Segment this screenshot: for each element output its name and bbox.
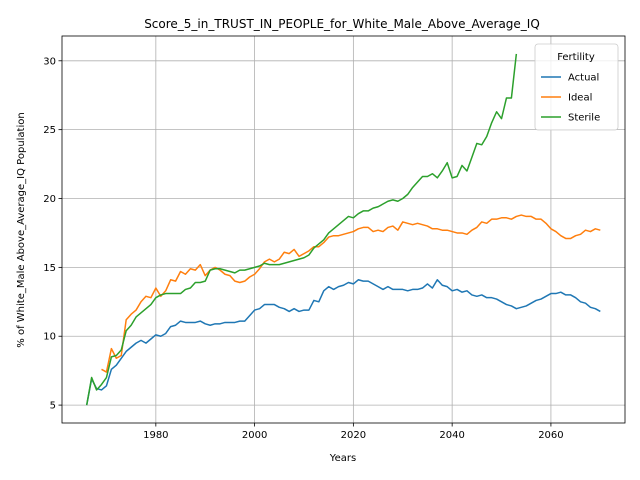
- series-lines: [85, 53, 601, 406]
- y-tick-label: 25: [43, 125, 56, 136]
- legend-label-sterile: Sterile: [568, 113, 600, 124]
- y-axis-label: % of White_Male Above_Average_IQ Populat…: [16, 112, 27, 347]
- x-axis-label: Years: [329, 453, 356, 464]
- x-tick-label: 1980: [143, 430, 168, 441]
- legend-box: [534, 43, 619, 131]
- x-tick-label: 2060: [538, 430, 563, 441]
- series-line-sterile: [85, 53, 518, 406]
- series-line-ideal: [101, 214, 601, 373]
- plot-frame: [61, 35, 626, 424]
- y-tick-label: 10: [43, 332, 56, 343]
- legend-label-actual: Actual: [568, 73, 599, 84]
- legend: Fertility Actual Ideal Sterile: [534, 43, 619, 131]
- axis-ticks: 1980 2000 2020 2040 2060 5 10 15 20 25 30: [43, 56, 563, 441]
- x-tick-label: 2040: [439, 430, 464, 441]
- y-tick-label: 15: [43, 263, 56, 274]
- legend-label-ideal: Ideal: [568, 93, 592, 104]
- x-tick-label: 2020: [341, 430, 366, 441]
- y-tick-label: 30: [43, 56, 56, 67]
- grid: [62, 36, 625, 423]
- y-tick-label: 20: [43, 194, 56, 205]
- x-tick-label: 2000: [242, 430, 267, 441]
- chart-title: Score_5_in_TRUST_IN_PEOPLE_for_White_Mal…: [144, 17, 540, 31]
- series-line-actual: [85, 279, 601, 406]
- legend-title: Fertility: [557, 52, 595, 63]
- y-tick-label: 5: [50, 401, 56, 412]
